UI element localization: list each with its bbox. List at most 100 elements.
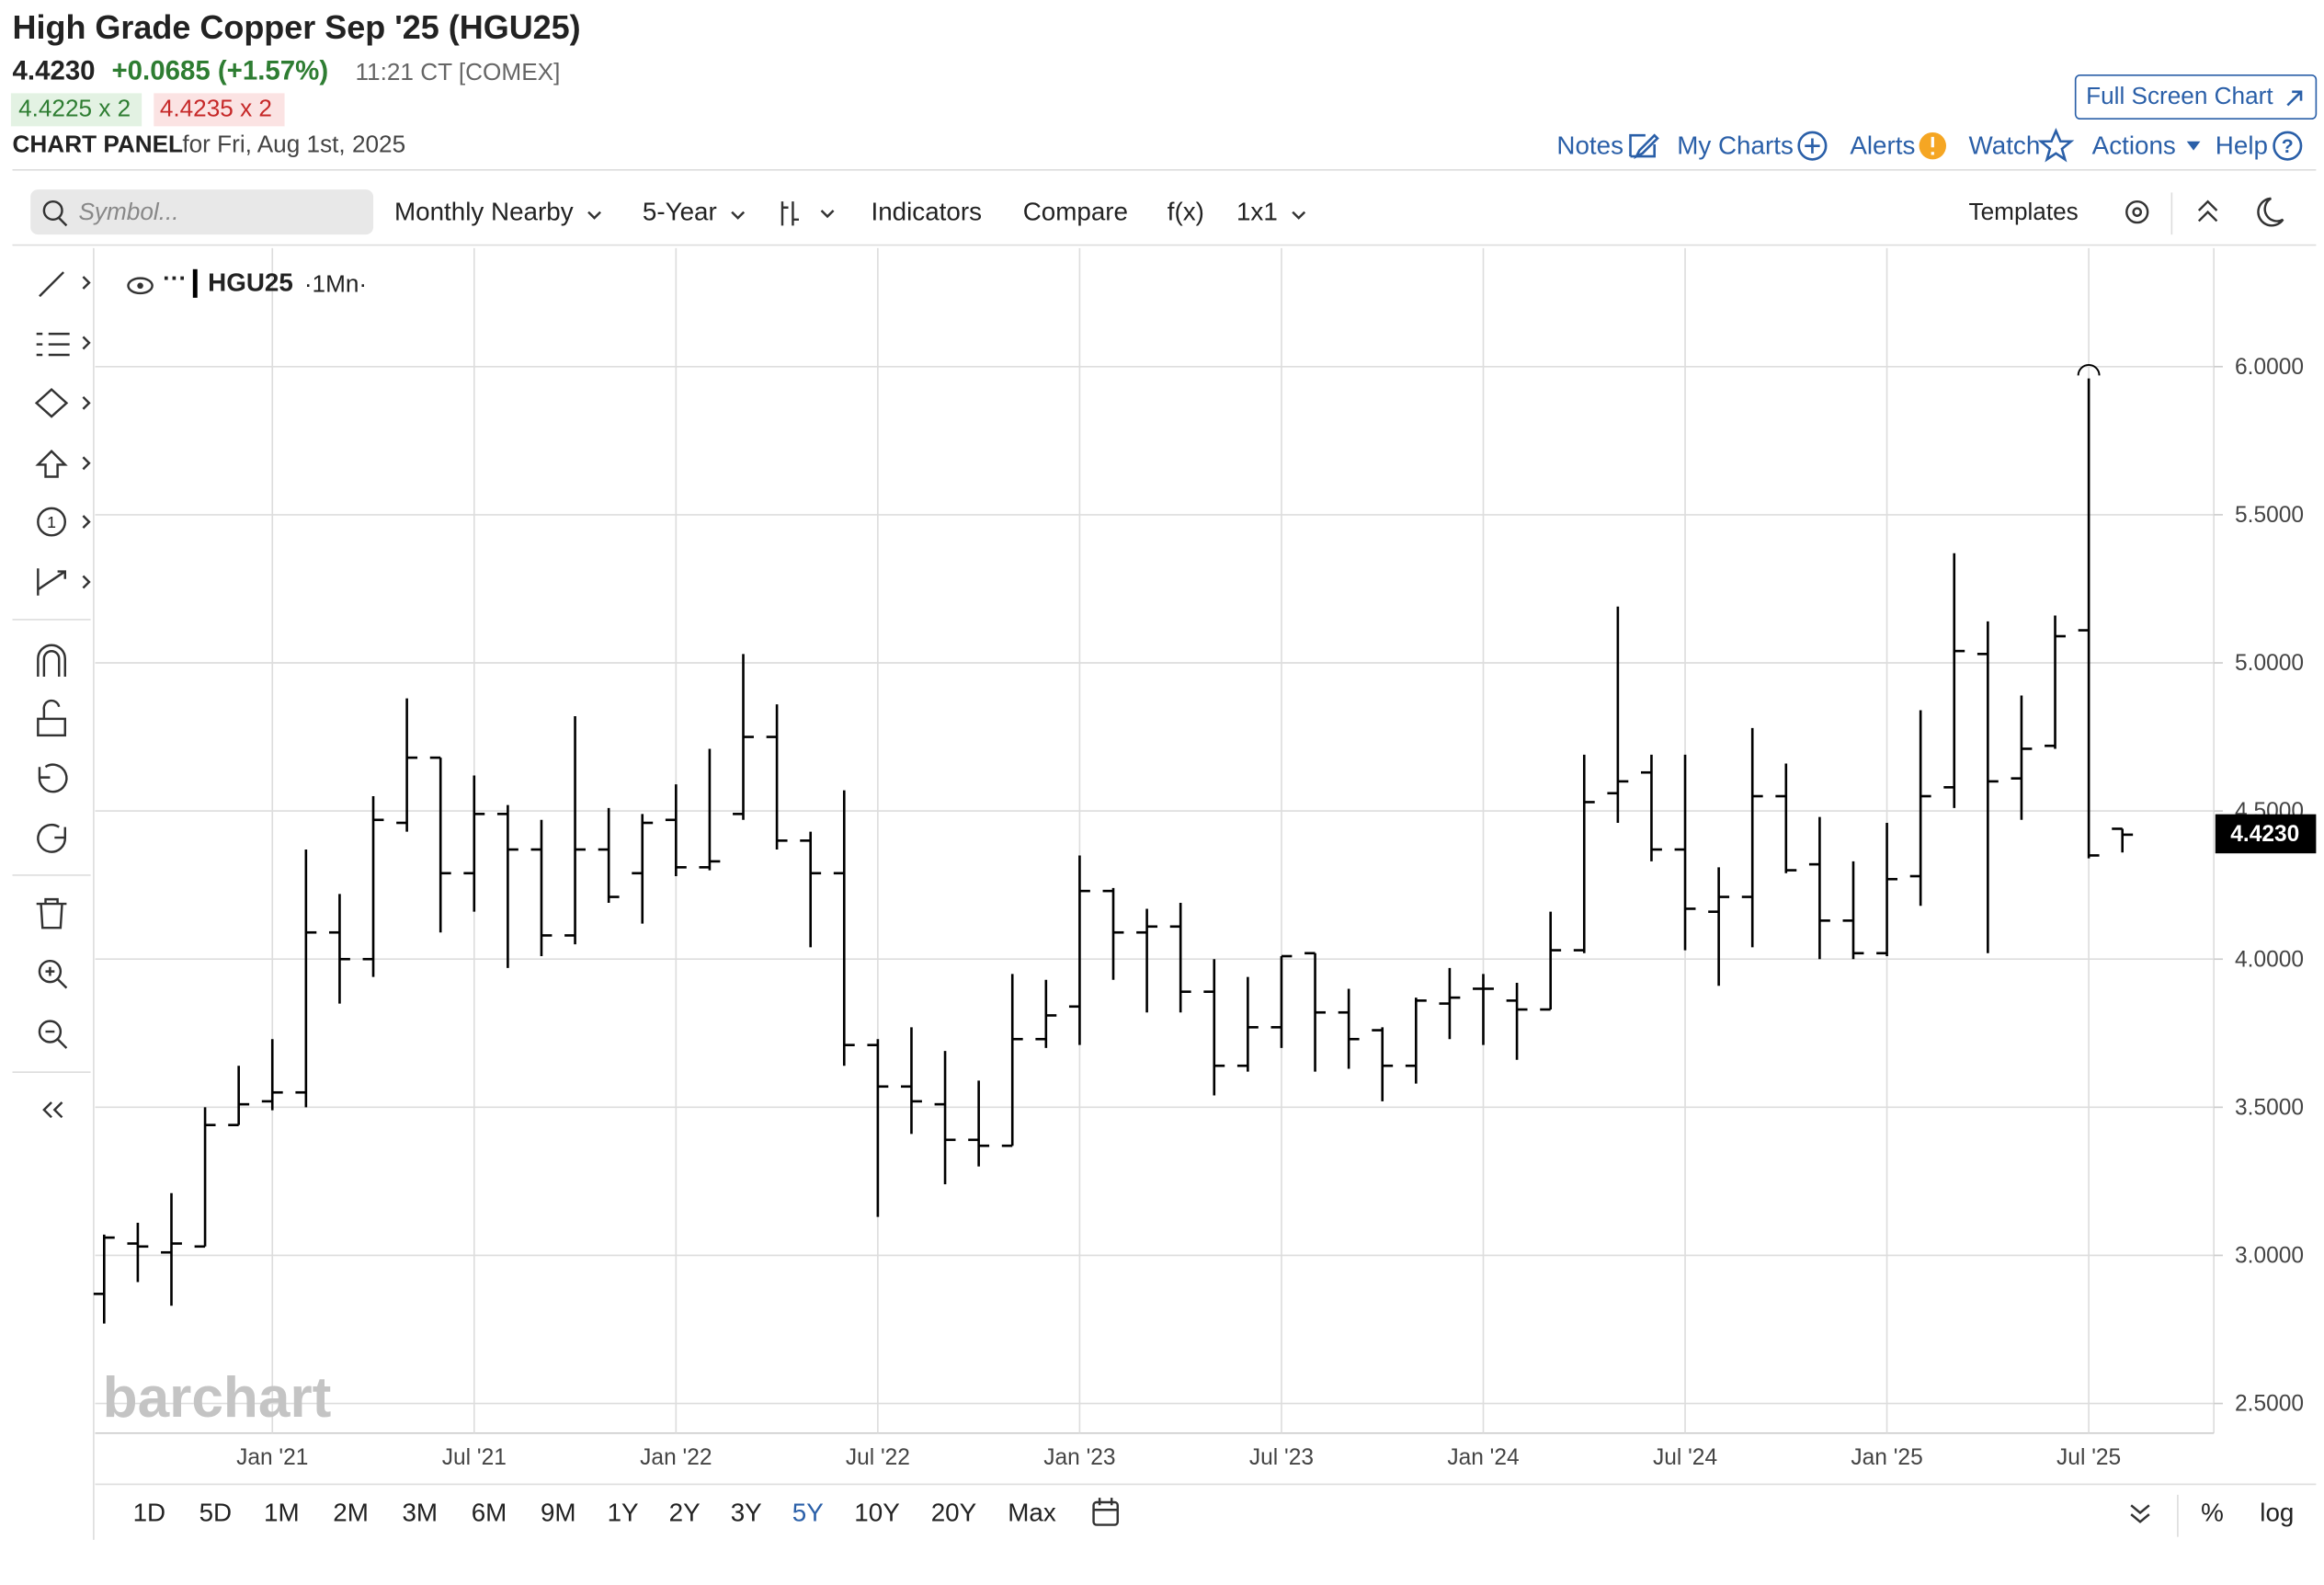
bid: 4.4225 x 2 <box>18 94 131 121</box>
header-links: Notes My Charts Alerts Watch Actions Help <box>1556 131 2268 160</box>
icon <box>45 966 68 989</box>
period-button[interactable]: 5Y <box>792 1498 824 1526</box>
period-button[interactable]: 9M <box>541 1498 576 1526</box>
settings-icon[interactable] <box>2125 200 2149 224</box>
tool-redo[interactable] <box>37 823 67 853</box>
tool-zoom-in[interactable] <box>38 959 63 984</box>
mycharts-icon <box>1797 131 1828 161</box>
drawing-tools: 1 <box>12 271 91 1119</box>
y-tick-label: 3.5000 <box>2235 1095 2304 1120</box>
icon <box>2286 90 2303 107</box>
icon <box>137 282 143 290</box>
toolbar-item[interactable]: f(x) <box>1168 198 1204 226</box>
last-price-box <box>2215 814 2317 854</box>
chart-type-icon[interactable] <box>780 201 799 226</box>
full-screen-button[interactable] <box>2074 74 2318 120</box>
x-tick-label: Jan '25 <box>1851 1445 1922 1470</box>
header-link[interactable]: Alerts <box>1850 131 1915 160</box>
period-button[interactable]: 2M <box>333 1498 369 1526</box>
tool-counter[interactable] <box>37 507 67 537</box>
collapse-icon[interactable] <box>2197 200 2218 222</box>
tool-delete[interactable] <box>36 897 67 929</box>
y-tick-label: 6.0000 <box>2235 355 2304 380</box>
period-button[interactable]: 1D <box>133 1498 166 1526</box>
period-button[interactable]: 10Y <box>854 1498 899 1526</box>
header-link[interactable]: Help <box>2216 131 2268 160</box>
full-screen-label[interactable]: Full Screen Chart <box>2086 82 2273 109</box>
legend-menu[interactable]: ··· <box>163 264 187 291</box>
watermark: barchart <box>103 1366 332 1430</box>
expand-icon[interactable] <box>2130 1504 2150 1523</box>
templates[interactable]: Templates <box>1969 198 2079 225</box>
y-tick-label: 5.0000 <box>2235 651 2304 676</box>
icon: ? <box>2282 135 2294 157</box>
period-button[interactable]: Max <box>1008 1498 1056 1526</box>
x-tick-label: Jul '24 <box>1653 1445 1717 1470</box>
period-button[interactable]: 20Y <box>931 1498 976 1526</box>
log-toggle[interactable]: log <box>2260 1498 2294 1526</box>
x-tick-label: Jan '21 <box>236 1445 308 1470</box>
tool-undo[interactable] <box>38 763 68 793</box>
tool-measure[interactable] <box>37 568 67 596</box>
header-link[interactable]: Actions <box>2092 131 2176 160</box>
period-buttons: 1D 5D 1M 2M 3M 6M 9M 1Y 2Y 3Y 5Y 10Y 20Y Max <box>133 1498 1056 1526</box>
search-box[interactable] <box>30 189 374 235</box>
icon <box>42 699 61 719</box>
price-change: +0.0685 (+1.57%) <box>111 55 328 86</box>
ask: 4.4235 x 2 <box>160 94 272 121</box>
search-icon <box>42 200 63 222</box>
tool-line[interactable] <box>39 271 65 298</box>
x-tick-label: Jan '23 <box>1043 1445 1115 1470</box>
x-tick-label: Jan '22 <box>640 1445 712 1470</box>
toolbar-item[interactable]: Compare <box>1023 198 1128 226</box>
percent-toggle[interactable]: % <box>2201 1498 2224 1526</box>
period-button[interactable]: 3M <box>402 1498 438 1526</box>
chevron <box>731 211 746 220</box>
legend-swatch <box>192 268 198 298</box>
ohlc-bars <box>93 378 2134 1324</box>
x-tick-label: Jul '23 <box>1249 1445 1314 1470</box>
x-tick-label: Jan '24 <box>1447 1445 1519 1470</box>
chevron <box>587 211 601 220</box>
icon <box>58 217 68 227</box>
legend-interval: ·1Mn· <box>304 270 367 298</box>
tool-lock[interactable] <box>37 717 67 737</box>
x-tick-label: Jul '22 <box>846 1445 910 1470</box>
tool-shape[interactable] <box>34 387 69 418</box>
tool-zoom-out[interactable] <box>38 1020 63 1043</box>
period-button[interactable]: 5D <box>199 1498 233 1526</box>
icon <box>1093 1498 1118 1511</box>
period-button[interactable]: 1M <box>264 1498 300 1526</box>
tool-chevrons <box>82 276 91 589</box>
icon <box>45 1030 68 1049</box>
chevron <box>1292 211 1306 220</box>
tool-collapse[interactable] <box>42 1101 63 1119</box>
eye-icon[interactable] <box>127 277 154 295</box>
x-tick-label: Jul '25 <box>2056 1445 2121 1470</box>
bid-box <box>10 93 142 127</box>
dark-mode-icon[interactable] <box>2257 197 2284 227</box>
chevron <box>820 210 835 219</box>
tool-fib[interactable] <box>36 332 70 357</box>
toolbar-item[interactable]: 5-Year <box>643 198 717 226</box>
header-link[interactable]: Notes <box>1556 131 1623 160</box>
period-button[interactable]: 1Y <box>608 1498 639 1526</box>
period-button[interactable]: 2Y <box>669 1498 701 1526</box>
chart-panel: CHART PANEL <box>13 131 184 158</box>
calendar-icon[interactable] <box>1092 1500 1119 1526</box>
legend-symbol: HGU25 <box>208 268 293 296</box>
y-tick-label: 4.0000 <box>2235 947 2304 972</box>
period-button[interactable]: 6M <box>472 1498 507 1526</box>
y-tick-label: 5.5000 <box>2235 503 2304 528</box>
x-tick-label: Jul '21 <box>442 1445 507 1470</box>
toolbar-item[interactable]: Monthly Nearby <box>394 198 574 226</box>
toolbar-item[interactable]: Indicators <box>871 198 982 226</box>
period-button[interactable]: 3Y <box>731 1498 762 1526</box>
header-link[interactable]: Watch <box>1969 131 2041 160</box>
watch-icon <box>2037 127 2075 163</box>
tool-magnet[interactable] <box>37 644 67 678</box>
header-link[interactable]: My Charts <box>1677 131 1794 160</box>
toolbar-item[interactable]: 1x1 <box>1236 198 1278 226</box>
tool-arrow[interactable] <box>35 449 68 478</box>
search-placeholder[interactable]: Symbol... <box>78 198 178 225</box>
